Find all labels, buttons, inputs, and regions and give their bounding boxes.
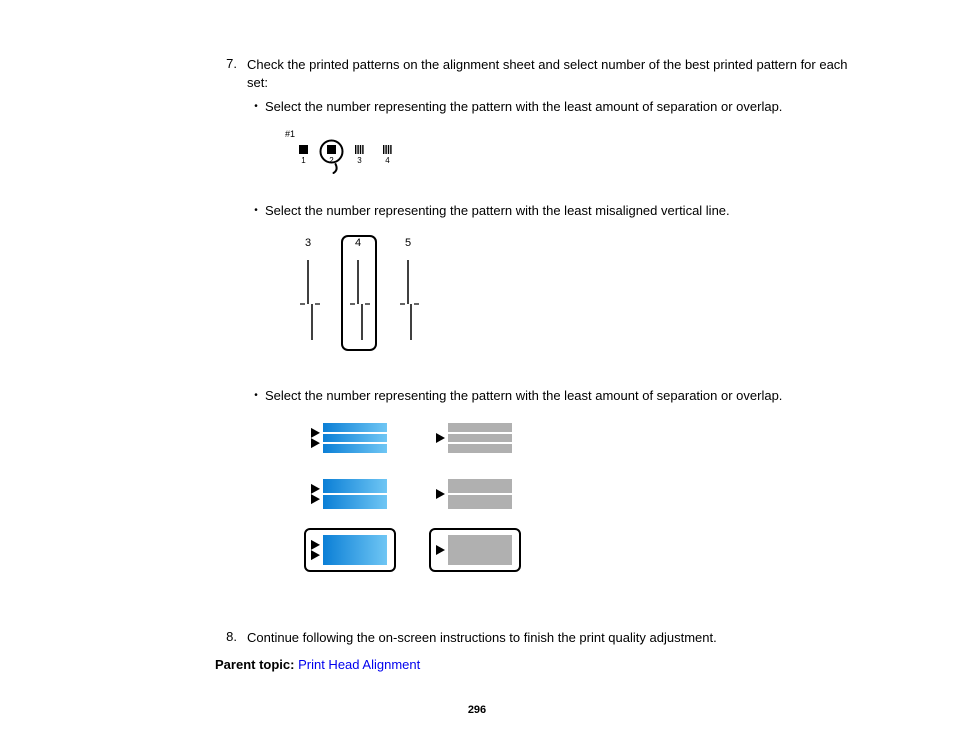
svg-text:2: 2 — [329, 156, 334, 165]
step-text: Continue following the on-screen instruc… — [247, 630, 717, 645]
page-content: 7. Check the printed patterns on the ali… — [0, 0, 954, 672]
bullet-body: Select the number representing the patte… — [265, 202, 859, 379]
bullet-dot-icon: • — [247, 202, 265, 379]
pattern-squares-svg: #1 1 2 3 4 — [283, 127, 443, 175]
parent-topic-link[interactable]: Print Head Alignment — [298, 657, 420, 672]
figure-separation-patterns: #1 1 2 3 4 — [283, 127, 859, 180]
svg-text:3: 3 — [357, 156, 362, 165]
bullet-body: Select the number representing the patte… — [265, 98, 859, 193]
step-body: Continue following the on-screen instruc… — [247, 629, 859, 647]
step-body: Check the printed patterns on the alignm… — [247, 56, 859, 623]
bullet-3: • Select the number representing the pat… — [247, 387, 859, 614]
ordered-steps: 7. Check the printed patterns on the ali… — [215, 56, 859, 647]
svg-text:4: 4 — [355, 237, 361, 249]
parent-topic-label: Parent topic: — [215, 657, 294, 672]
bullet-text: Select the number representing the patte… — [265, 99, 782, 114]
vertical-line-svg: 3 4 5 — [283, 230, 463, 360]
page-number: 296 — [0, 704, 954, 716]
step-8: 8. Continue following the on-screen inst… — [215, 629, 859, 647]
bullet-2: • Select the number representing the pat… — [247, 202, 859, 379]
bullet-text: Select the number representing the patte… — [265, 203, 730, 218]
sub-bullets: • Select the number representing the pat… — [247, 98, 859, 614]
svg-text:1: 1 — [301, 156, 306, 165]
figure-overlap-bars — [283, 415, 859, 600]
step-number: 8. — [215, 629, 247, 647]
step-text: Check the printed patterns on the alignm… — [247, 57, 848, 90]
step-number: 7. — [215, 56, 247, 623]
step-7: 7. Check the printed patterns on the ali… — [215, 56, 859, 623]
svg-text:5: 5 — [405, 237, 411, 249]
overlap-bars-svg — [283, 415, 543, 595]
bullet-dot-icon: • — [247, 387, 265, 614]
figure-vertical-lines: 3 4 5 — [283, 230, 859, 365]
bullet-dot-icon: • — [247, 98, 265, 193]
svg-text:3: 3 — [305, 237, 311, 249]
svg-text:#1: #1 — [285, 129, 295, 139]
parent-topic: Parent topic: Print Head Alignment — [215, 657, 859, 672]
svg-text:4: 4 — [385, 156, 390, 165]
bullet-1: • Select the number representing the pat… — [247, 98, 859, 193]
bullet-body: Select the number representing the patte… — [265, 387, 859, 614]
bullet-text: Select the number representing the patte… — [265, 388, 782, 403]
